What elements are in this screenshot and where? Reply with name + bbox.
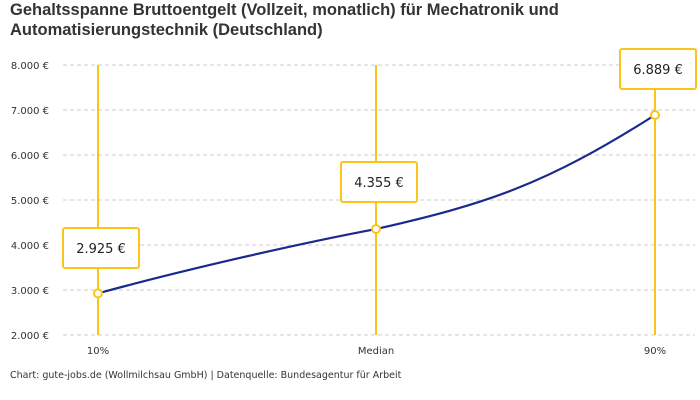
chart-source: Chart: gute-jobs.de (Wollmilchsau GmbH) … bbox=[10, 370, 402, 381]
y-tick-label: 6.000 € bbox=[11, 151, 49, 162]
y-tick-label: 3.000 € bbox=[11, 286, 49, 297]
x-tick-label: 10% bbox=[87, 346, 109, 357]
y-tick-label: 8.000 € bbox=[11, 61, 49, 72]
data-point bbox=[93, 288, 103, 299]
data-label-box bbox=[619, 48, 697, 90]
data-label: 6.889 € bbox=[633, 63, 683, 78]
data-label: 4.355 € bbox=[354, 176, 404, 191]
y-tick-label: 5.000 € bbox=[11, 196, 49, 207]
chart-title: Gehaltsspanne Bruttoentgelt (Vollzeit, m… bbox=[10, 1, 559, 39]
data-label: 2.925 € bbox=[76, 242, 126, 257]
y-tick-label: 2.000 € bbox=[11, 331, 49, 342]
data-point bbox=[650, 109, 660, 120]
data-label-box bbox=[340, 161, 418, 203]
data-point bbox=[371, 224, 381, 235]
x-tick-label: 90% bbox=[644, 346, 666, 357]
y-tick-label: 4.000 € bbox=[11, 241, 49, 252]
x-tick-label: Median bbox=[358, 346, 394, 357]
data-label-box bbox=[62, 227, 140, 269]
y-tick-label: 7.000 € bbox=[11, 106, 49, 117]
